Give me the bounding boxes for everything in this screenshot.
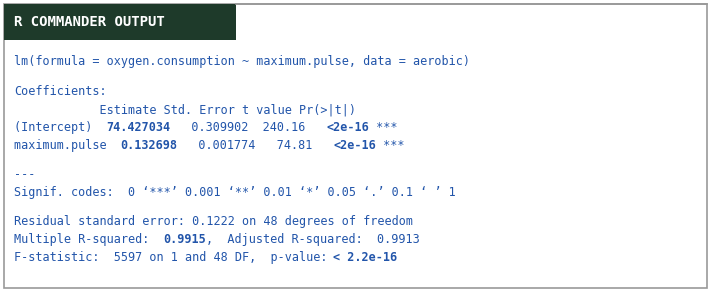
Text: 0.001774   74.81: 0.001774 74.81 (177, 139, 334, 152)
Text: (Intercept): (Intercept) (14, 121, 107, 134)
FancyBboxPatch shape (4, 4, 236, 40)
Text: < 2.2e-16: < 2.2e-16 (333, 251, 397, 264)
Text: ,  Adjusted R-squared:  0.9913: , Adjusted R-squared: 0.9913 (205, 233, 419, 246)
FancyBboxPatch shape (4, 4, 707, 288)
Text: Estimate Std. Error t value Pr(>|t|): Estimate Std. Error t value Pr(>|t|) (14, 103, 356, 116)
Text: ---: --- (14, 168, 36, 181)
Text: Coefficients:: Coefficients: (14, 85, 107, 98)
Text: ***: *** (369, 121, 397, 134)
Text: 0.9915: 0.9915 (163, 233, 205, 246)
Text: Residual standard error: 0.1222 on 48 degrees of freedom: Residual standard error: 0.1222 on 48 de… (14, 215, 413, 228)
Text: Multiple R-squared:: Multiple R-squared: (14, 233, 164, 246)
Text: <2e-16: <2e-16 (326, 121, 369, 134)
Text: ***: *** (376, 139, 405, 152)
Text: 0.132698: 0.132698 (120, 139, 178, 152)
Text: lm(formula = oxygen.consumption ~ maximum.pulse, data = aerobic): lm(formula = oxygen.consumption ~ maximu… (14, 55, 470, 68)
Text: 0.309902  240.16: 0.309902 240.16 (170, 121, 327, 134)
Text: R COMMANDER OUTPUT: R COMMANDER OUTPUT (14, 15, 165, 29)
Text: <2e-16: <2e-16 (333, 139, 376, 152)
Text: Signif. codes:  0 ‘***’ 0.001 ‘**’ 0.01 ‘*’ 0.05 ‘.’ 0.1 ‘ ’ 1: Signif. codes: 0 ‘***’ 0.001 ‘**’ 0.01 ‘… (14, 186, 456, 199)
Text: 74.427034: 74.427034 (106, 121, 171, 134)
Text: maximum.pulse: maximum.pulse (14, 139, 121, 152)
Text: F-statistic:  5597 on 1 and 48 DF,  p-value:: F-statistic: 5597 on 1 and 48 DF, p-valu… (14, 251, 335, 264)
